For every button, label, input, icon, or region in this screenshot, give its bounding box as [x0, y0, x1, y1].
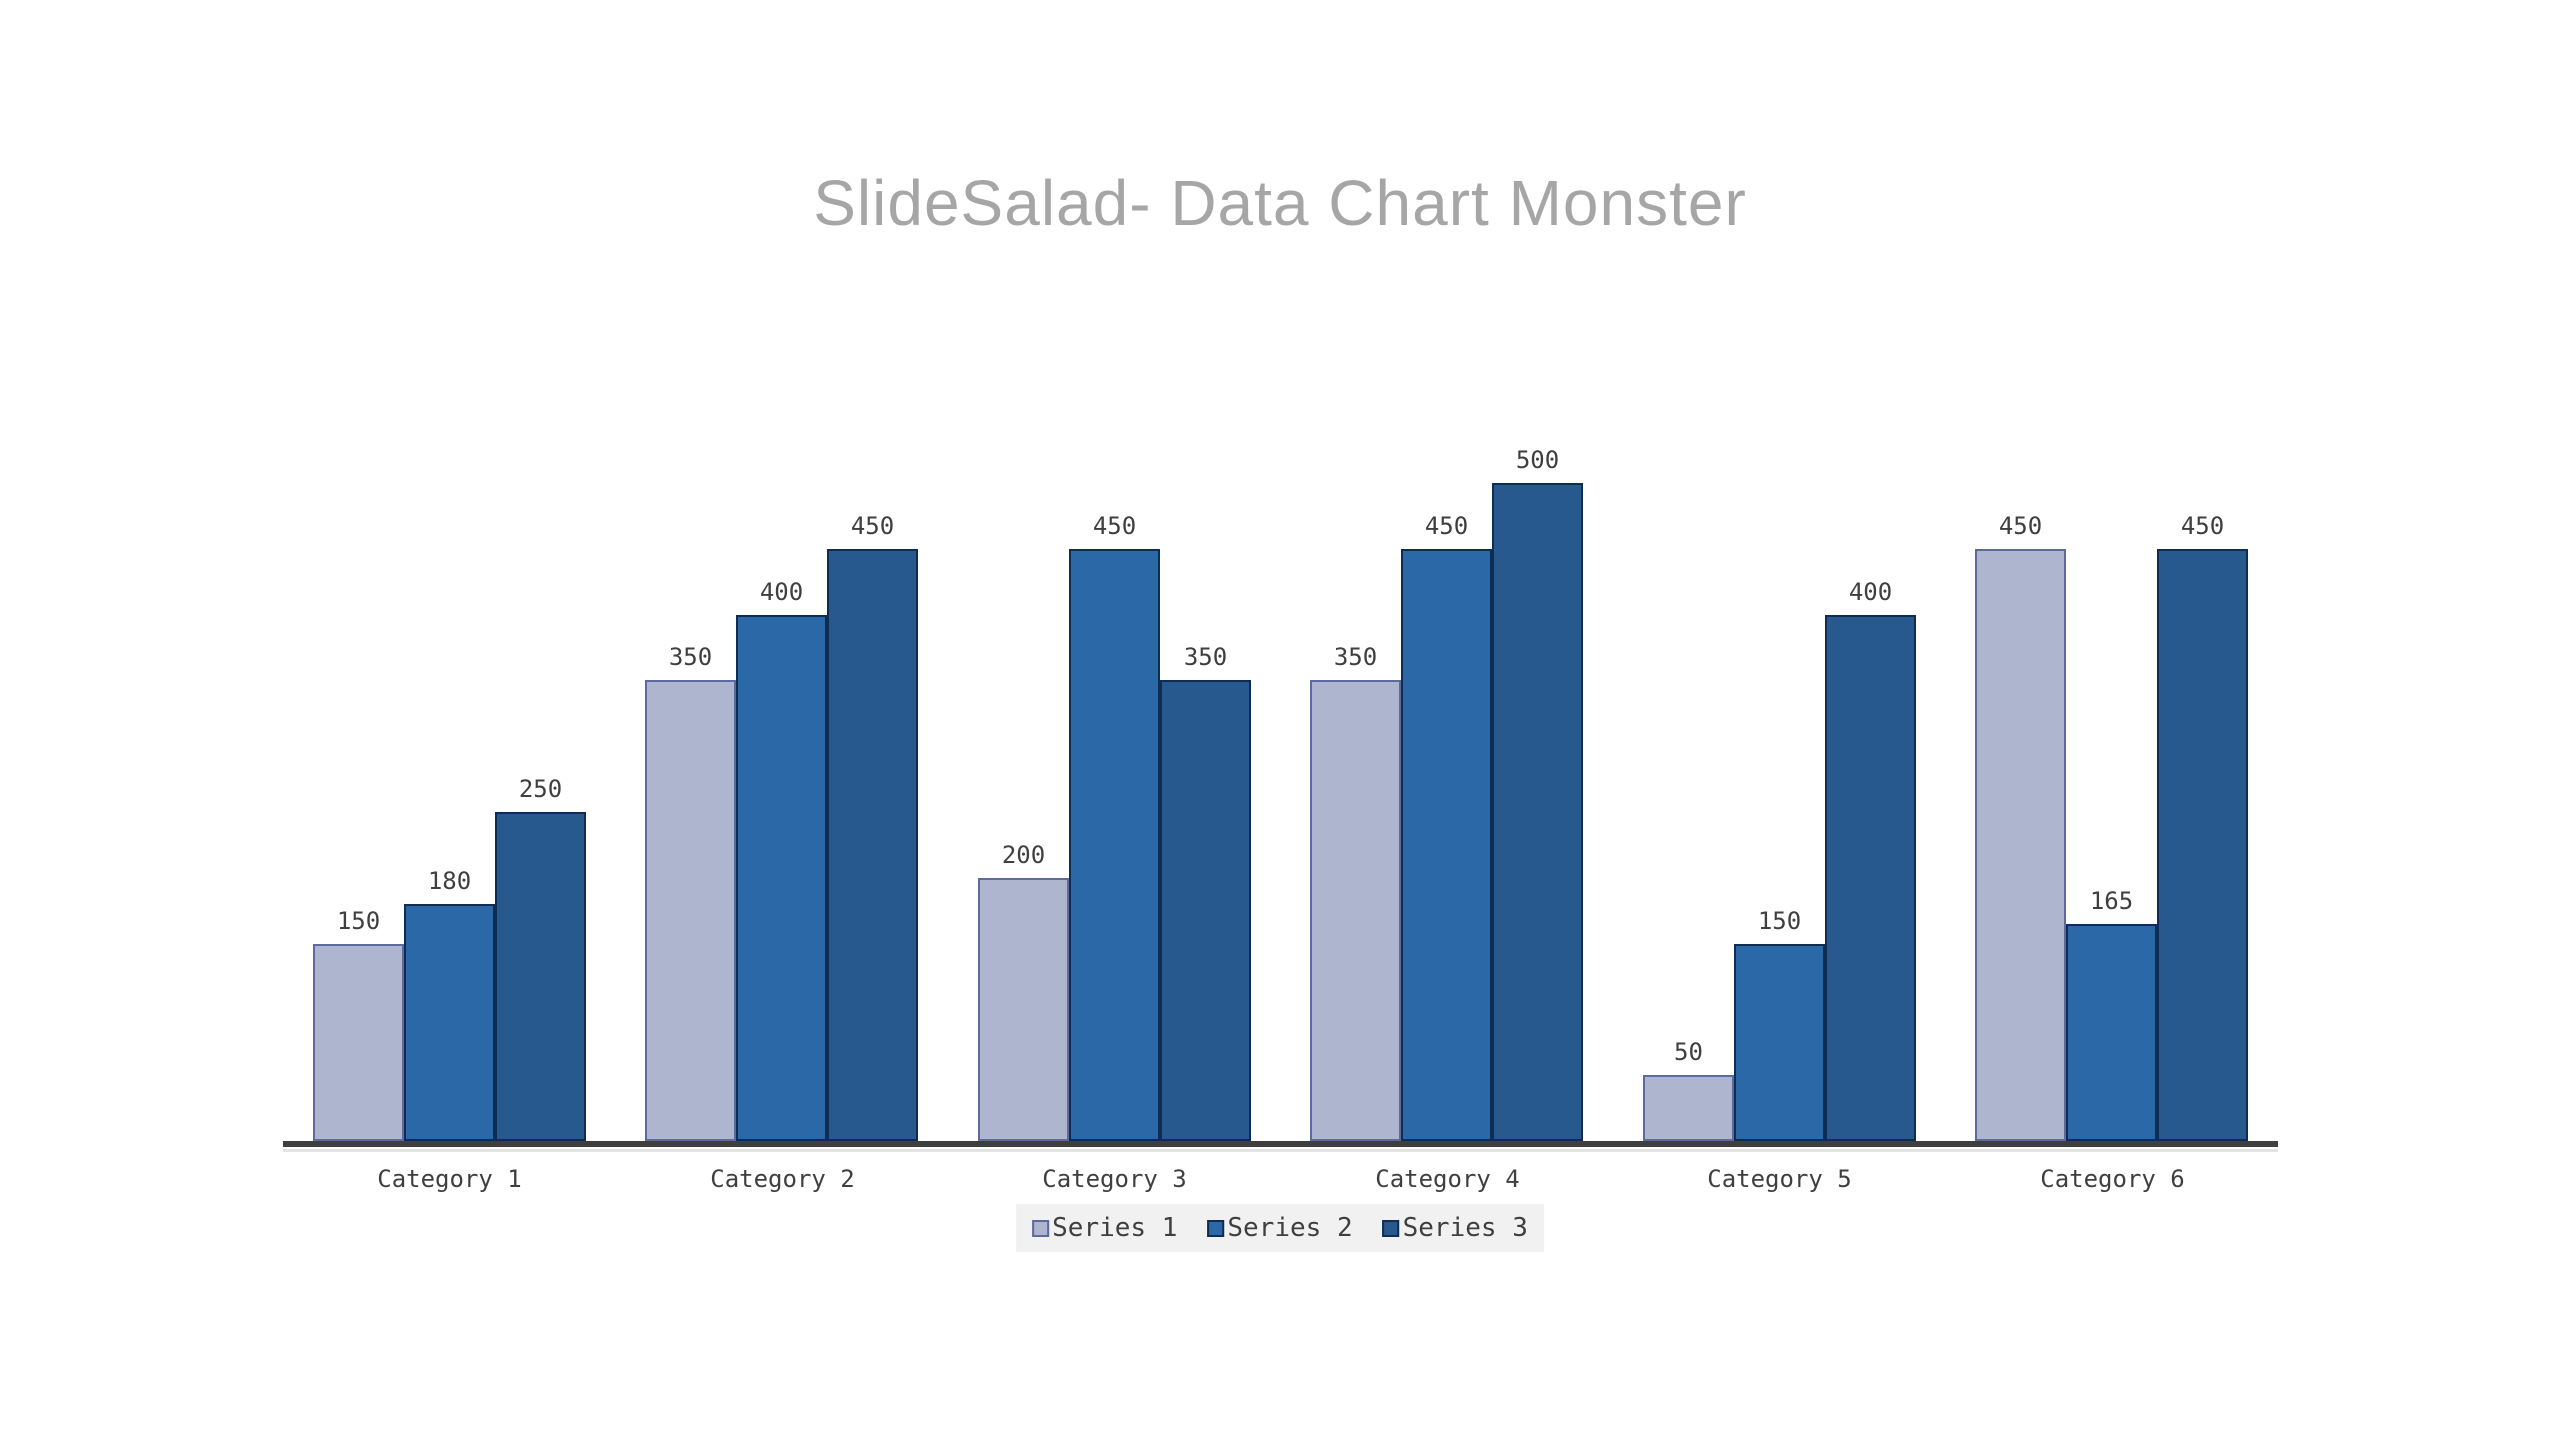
- legend-label: Series 2: [1227, 1213, 1353, 1243]
- legend-swatch-icon: [1382, 1219, 1400, 1237]
- x-axis-label-cat3: Category 3: [1042, 1165, 1187, 1193]
- bar-series1-cat6: [1975, 549, 2066, 1141]
- x-axis-shadow: [283, 1149, 2278, 1152]
- x-axis-label-cat6: Category 6: [2040, 1165, 2185, 1193]
- value-label-series3-cat1: 250: [518, 775, 563, 803]
- value-label-series2-cat5: 150: [1757, 907, 1802, 935]
- bar-series3-cat5: [1825, 615, 1916, 1141]
- bar-series3-cat1: [495, 812, 586, 1141]
- value-label-series3-cat4: 500: [1515, 446, 1560, 474]
- value-label-series3-cat3: 350: [1183, 643, 1228, 671]
- value-label-series1-cat2: 350: [668, 643, 713, 671]
- bar-series2-cat3: [1069, 549, 1160, 1141]
- bar-series1-cat1: [313, 944, 404, 1141]
- bar-series1-cat4: [1310, 680, 1401, 1141]
- legend-swatch-icon: [1207, 1219, 1225, 1237]
- bar-series1-cat5: [1643, 1075, 1734, 1141]
- x-axis-label-cat5: Category 5: [1707, 1165, 1852, 1193]
- bar-series3-cat3: [1160, 680, 1251, 1141]
- legend-label: Series 1: [1052, 1213, 1178, 1243]
- chart-title: SlideSalad- Data Chart Monster: [813, 167, 1747, 239]
- value-label-series2-cat3: 450: [1092, 512, 1137, 540]
- bar-series2-cat6: [2066, 924, 2157, 1141]
- legend-item-series3: Series 3: [1382, 1213, 1528, 1243]
- bar-series2-cat1: [404, 904, 495, 1141]
- value-label-series1-cat4: 350: [1333, 643, 1378, 671]
- legend-swatch-icon: [1032, 1219, 1050, 1237]
- x-axis-label-cat1: Category 1: [377, 1165, 522, 1193]
- value-label-series2-cat6: 165: [2089, 887, 2134, 915]
- value-label-series2-cat4: 450: [1424, 512, 1469, 540]
- bar-series2-cat4: [1401, 549, 1492, 1141]
- value-label-series1-cat5: 50: [1674, 1038, 1703, 1066]
- bar-series2-cat2: [736, 615, 827, 1141]
- bar-series1-cat3: [978, 878, 1069, 1141]
- value-label-series1-cat3: 200: [1001, 841, 1046, 869]
- x-axis-line: [283, 1141, 2278, 1147]
- bar-series2-cat5: [1734, 944, 1825, 1141]
- value-label-series2-cat1: 180: [427, 867, 472, 895]
- value-label-series2-cat2: 400: [759, 578, 804, 606]
- value-label-series1-cat1: 150: [336, 907, 381, 935]
- bar-series1-cat2: [645, 680, 736, 1141]
- bar-series3-cat4: [1492, 483, 1583, 1141]
- value-label-series3-cat5: 400: [1848, 578, 1893, 606]
- legend-item-series1: Series 1: [1032, 1213, 1177, 1243]
- chart-legend: Series 1 Series 2 Series 3: [1016, 1204, 1544, 1252]
- legend-label: Series 3: [1402, 1213, 1528, 1243]
- legend-item-series2: Series 2: [1207, 1213, 1353, 1243]
- bar-series3-cat6: [2157, 549, 2248, 1141]
- value-label-series3-cat6: 450: [2180, 512, 2225, 540]
- value-label-series1-cat6: 450: [1998, 512, 2043, 540]
- bar-series3-cat2: [827, 549, 918, 1141]
- x-axis-label-cat2: Category 2: [710, 1165, 855, 1193]
- x-axis-label-cat4: Category 4: [1375, 1165, 1520, 1193]
- value-label-series3-cat2: 450: [850, 512, 895, 540]
